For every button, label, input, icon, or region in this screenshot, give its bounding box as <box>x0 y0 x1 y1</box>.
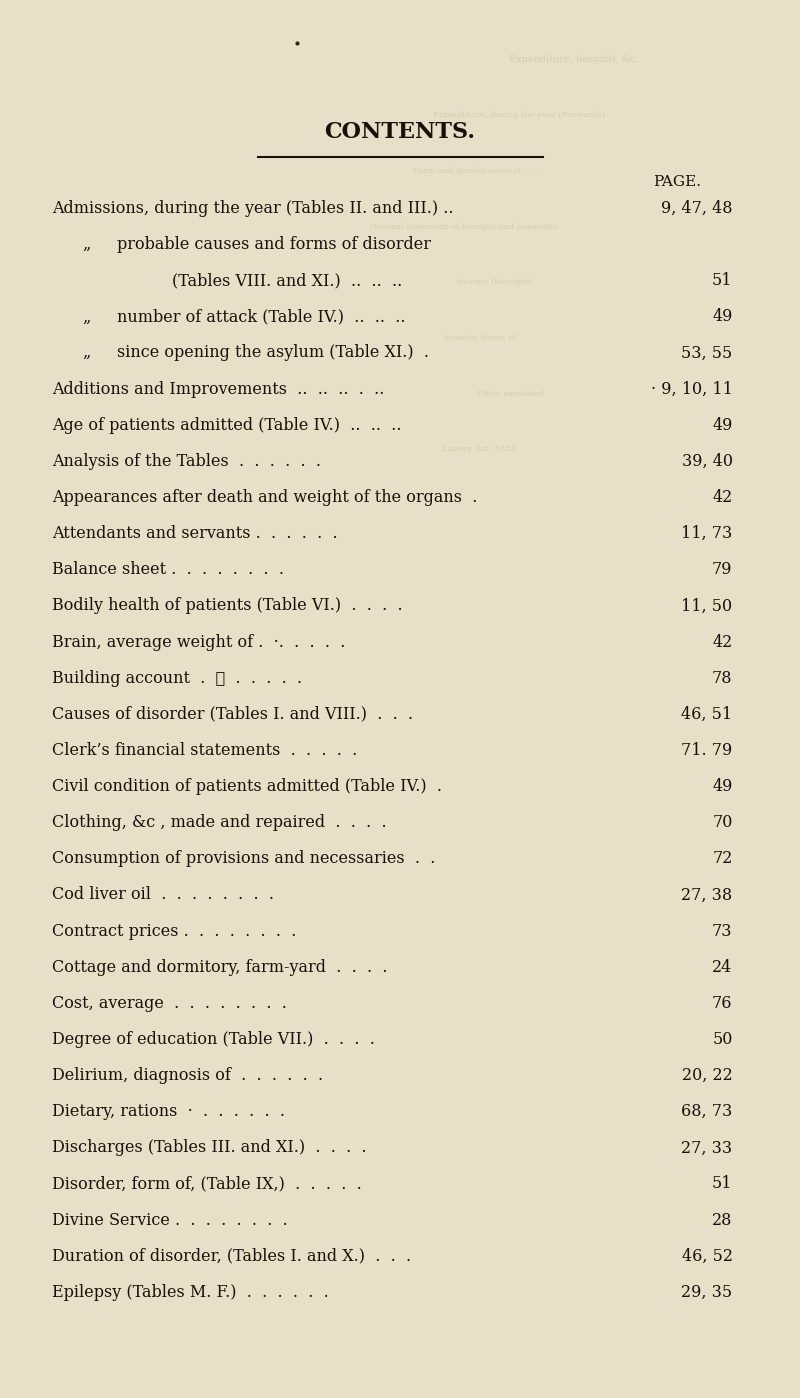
Text: 70: 70 <box>712 814 733 832</box>
Text: 46, 52: 46, 52 <box>682 1248 733 1265</box>
Text: Farm and garden account  .  .  .: Farm and garden account . . . <box>413 166 546 175</box>
Text: 42: 42 <box>712 489 733 506</box>
Text: CONTENTS.: CONTENTS. <box>325 122 475 143</box>
Text: Attendants and servants .  .  .  .  .  .: Attendants and servants . . . . . . <box>52 526 338 542</box>
Text: Delirium, diagnosis of  .  .  .  .  .  .: Delirium, diagnosis of . . . . . . <box>52 1067 322 1083</box>
Text: „     probable causes and forms of disorder: „ probable causes and forms of disorder <box>83 236 431 253</box>
Text: 50: 50 <box>712 1030 733 1048</box>
Text: (Tables VIII. and XI.)  ..  ..  ..: (Tables VIII. and XI.) .. .. .. <box>131 273 402 289</box>
Text: 68, 73: 68, 73 <box>682 1103 733 1120</box>
Text: Cost, average  .  .  .  .  .  .  .  .: Cost, average . . . . . . . . <box>52 995 286 1012</box>
Text: Divine Service .  .  .  .  .  .  .  .: Divine Service . . . . . . . . <box>52 1212 287 1229</box>
Text: 78: 78 <box>712 670 733 686</box>
Text: 42: 42 <box>712 633 733 650</box>
Text: Causes of disorder (Tables I. and VIII.)  .  .  .: Causes of disorder (Tables I. and VIII.)… <box>52 706 413 723</box>
Text: 11, 73: 11, 73 <box>682 526 733 542</box>
Text: Appearances after death and weight of the organs  .: Appearances after death and weight of th… <box>52 489 477 506</box>
Text: 11, 50: 11, 50 <box>682 597 733 614</box>
Text: Disorder, form of, (Table IX,)  .  .  .  .  .: Disorder, form of, (Table IX,) . . . . . <box>52 1176 362 1192</box>
Text: Insanity, forms of: Insanity, forms of <box>442 334 516 341</box>
Text: 9, 47, 48: 9, 47, 48 <box>661 200 733 217</box>
Text: Age of patients admitted (Table IV.)  ..  ..  ..: Age of patients admitted (Table IV.) .. … <box>52 417 401 433</box>
Text: 29, 35: 29, 35 <box>682 1283 733 1302</box>
Text: · 9, 10, 11: · 9, 10, 11 <box>650 380 733 397</box>
Text: 71. 79: 71. 79 <box>682 742 733 759</box>
Text: PAGE.: PAGE. <box>653 175 701 189</box>
Text: 49: 49 <box>712 779 733 795</box>
Text: Bodily health of patients (Table VI.)  .  .  .  .: Bodily health of patients (Table VI.) . … <box>52 597 402 614</box>
Text: Balance sheet .  .  .  .  .  .  .  .: Balance sheet . . . . . . . . <box>52 561 284 579</box>
Text: Ditto, simulated: Ditto, simulated <box>477 389 545 397</box>
Text: 72: 72 <box>712 850 733 867</box>
Text: Degree of education (Table VII.)  .  .  .  .: Degree of education (Table VII.) . . . . <box>52 1030 374 1048</box>
Text: 28: 28 <box>712 1212 733 1229</box>
Text: 51: 51 <box>712 273 733 289</box>
Text: Analysis of the Tables  .  .  .  .  .  .: Analysis of the Tables . . . . . . <box>52 453 321 470</box>
Text: 49: 49 <box>712 309 733 326</box>
Text: 49: 49 <box>712 417 733 433</box>
Text: 46, 51: 46, 51 <box>682 706 733 723</box>
Text: 79: 79 <box>712 561 733 579</box>
Text: 39, 40: 39, 40 <box>682 453 733 470</box>
Text: 73: 73 <box>712 923 733 939</box>
Text: Additions and Improvements  ..  ..  ..  .  ..: Additions and Improvements .. .. .. . .. <box>52 380 384 397</box>
Text: General statement of receipts and payments: General statement of receipts and paymen… <box>370 222 557 231</box>
Text: Consumption of provisions and necessaries  .  .: Consumption of provisions and necessarie… <box>52 850 435 867</box>
Text: Dietary, rations  ·  .  .  .  .  .  .: Dietary, rations · . . . . . . <box>52 1103 285 1120</box>
Text: „     since opening the asylum (Table XI.)  .: „ since opening the asylum (Table XI.) . <box>83 344 430 362</box>
Text: 76: 76 <box>712 995 733 1012</box>
Text: Discharges (Tables III. and XI.)  .  .  .  .: Discharges (Tables III. and XI.) . . . . <box>52 1139 366 1156</box>
Text: Admissions, during the year (Tables II. and III.) ..: Admissions, during the year (Tables II. … <box>52 200 453 217</box>
Text: „     number of attack (Table IV.)  ..  ..  ..: „ number of attack (Table IV.) .. .. .. <box>83 309 406 326</box>
Text: Cod liver oil  .  .  .  .  .  .  .  .: Cod liver oil . . . . . . . . <box>52 886 274 903</box>
Text: Building account  .  ✱  .  .  .  .  .: Building account . ✱ . . . . . <box>52 670 302 686</box>
Text: 20, 22: 20, 22 <box>682 1067 733 1083</box>
Text: Expenditure, during the year (Forwards): Expenditure, during the year (Forwards) <box>433 112 605 119</box>
Text: Clothing, &c , made and repaired  .  .  .  .: Clothing, &c , made and repaired . . . . <box>52 814 386 832</box>
Text: Civil condition of patients admitted (Table IV.)  .: Civil condition of patients admitted (Ta… <box>52 779 442 795</box>
Text: Clerk’s financial statements  .  .  .  .  .: Clerk’s financial statements . . . . . <box>52 742 357 759</box>
Text: 27, 38: 27, 38 <box>682 886 733 903</box>
Text: Expenditure, hospital, &c.: Expenditure, hospital, &c. <box>509 56 639 64</box>
Text: Brain, average weight of .  ·.  .  .  .  .: Brain, average weight of . ·. . . . . <box>52 633 345 650</box>
Text: Lunacy Act, 1853: Lunacy Act, 1853 <box>442 445 516 453</box>
Text: Epilepsy (Tables M. F.)  .  .  .  .  .  .: Epilepsy (Tables M. F.) . . . . . . <box>52 1283 329 1302</box>
Text: Income (Receipts): Income (Receipts) <box>457 278 534 287</box>
Text: Contract prices .  .  .  .  .  .  .  .: Contract prices . . . . . . . . <box>52 923 296 939</box>
Text: 51: 51 <box>712 1176 733 1192</box>
Text: Cottage and dormitory, farm-yard  .  .  .  .: Cottage and dormitory, farm-yard . . . . <box>52 959 387 976</box>
Text: 24: 24 <box>712 959 733 976</box>
Text: 53, 55: 53, 55 <box>682 344 733 362</box>
Text: 27, 33: 27, 33 <box>682 1139 733 1156</box>
Text: Duration of disorder, (Tables I. and X.)  .  .  .: Duration of disorder, (Tables I. and X.)… <box>52 1248 410 1265</box>
